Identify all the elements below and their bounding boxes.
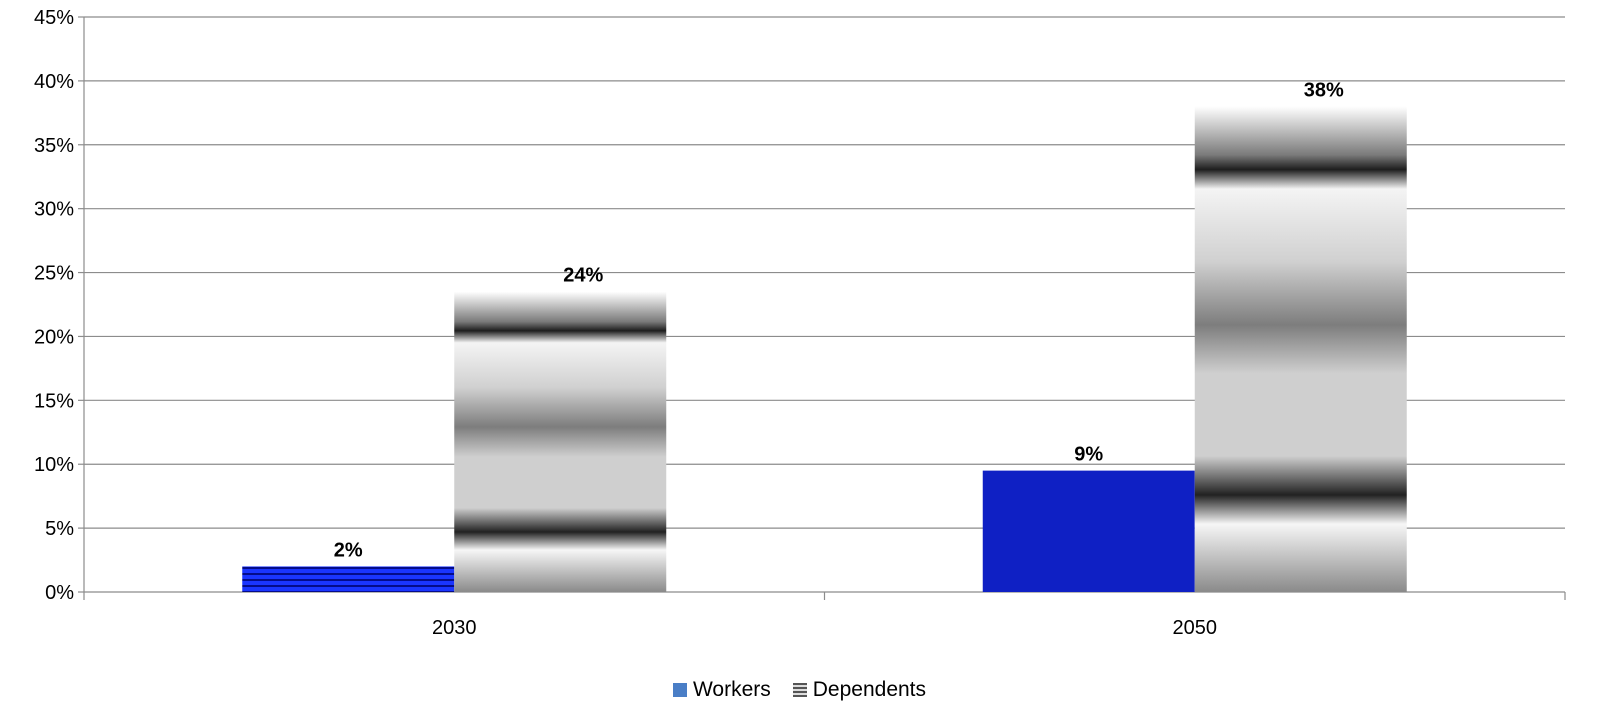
y-tick-label: 45% — [34, 7, 74, 29]
bar-workers — [242, 566, 455, 592]
y-tick-label: 5% — [45, 518, 74, 540]
x-tick-label: 2030 — [432, 617, 477, 639]
y-tick-label: 30% — [34, 199, 74, 221]
legend-label-workers: Workers — [692, 678, 771, 701]
bar-dependents — [1194, 106, 1407, 592]
y-tick-label: 40% — [34, 71, 74, 93]
bars — [242, 106, 1407, 592]
y-tick-label: 10% — [34, 454, 74, 476]
bar-workers — [982, 470, 1195, 592]
y-tick-label: 25% — [34, 263, 74, 285]
gridlines — [84, 16, 1565, 529]
x-tick-label: 2050 — [1173, 617, 1218, 639]
y-tick-label: 0% — [45, 582, 74, 604]
data-label-workers: 2% — [334, 539, 363, 561]
axes: 0% 5% 10% 15% 20% 25% 30% 35% 40% 45% 2030 2050 — [34, 7, 1566, 639]
y-tick-label: 15% — [34, 390, 74, 412]
legend-swatch-dependents — [792, 683, 807, 697]
y-tick-label: 20% — [34, 326, 74, 348]
legend: Workers Dependents — [0, 678, 1599, 702]
legend-item-workers: Workers — [672, 678, 771, 702]
data-label-dependents: 38% — [1304, 79, 1344, 101]
legend-label-dependents: Dependents — [812, 678, 927, 701]
labels: 2% 24% 9% 38% — [334, 79, 1344, 561]
legend-item-dependents: Dependents — [792, 678, 927, 702]
legend-swatch-workers — [672, 683, 687, 697]
y-tick-label: 35% — [34, 135, 74, 157]
data-label-dependents: 24% — [563, 265, 603, 287]
data-label-workers: 9% — [1074, 444, 1103, 466]
bar-dependents — [454, 291, 667, 592]
